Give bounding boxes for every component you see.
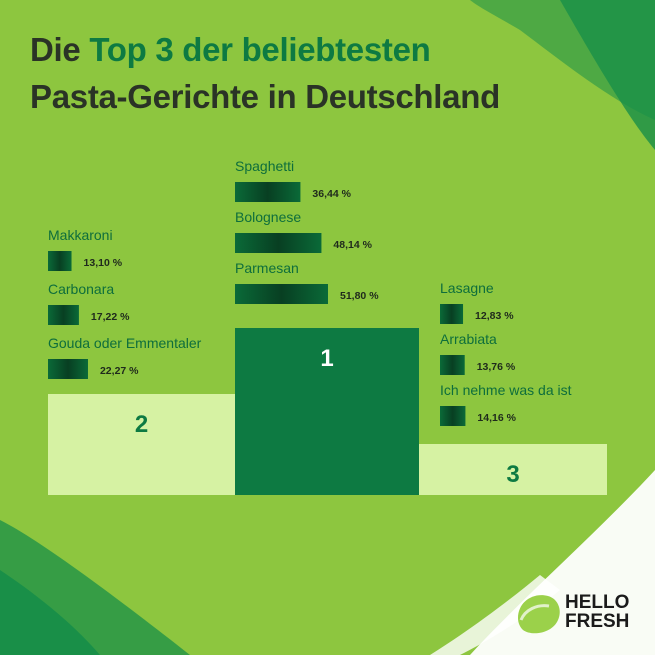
hellofresh-logo <box>518 595 560 634</box>
podium-rank-2: 2 <box>135 411 148 438</box>
item-label: Bolognese <box>235 209 301 225</box>
item-bar <box>235 233 322 253</box>
item-bar <box>48 251 72 271</box>
item-label: Gouda oder Emmentaler <box>48 335 202 351</box>
podium-block-3 <box>419 444 607 495</box>
item-value: 17,22 % <box>91 311 130 323</box>
item-bar <box>235 284 328 304</box>
item-value: 48,14 % <box>333 239 372 251</box>
item-bar <box>440 304 464 324</box>
item-bar <box>48 305 79 325</box>
item-value: 13,10 % <box>84 257 123 269</box>
podium-block-1 <box>235 328 419 495</box>
item-value: 51,80 % <box>340 290 379 302</box>
logo-line2: FRESH <box>565 611 630 632</box>
item-bar <box>440 355 465 375</box>
podium-rank-1: 1 <box>320 345 333 372</box>
item-label: Spaghetti <box>235 158 294 174</box>
item-label: Carbonara <box>48 281 114 297</box>
item-label: Lasagne <box>440 280 494 296</box>
item-value: 14,16 % <box>477 412 516 424</box>
item-label: Ich nehme was da ist <box>440 382 572 398</box>
logo-line1: HELLO <box>565 592 630 613</box>
item-value: 36,44 % <box>312 188 351 200</box>
title-part1: Die <box>30 31 90 68</box>
item-bar <box>440 406 466 426</box>
item-bar <box>235 182 301 202</box>
item-bar <box>48 359 88 379</box>
item-value: 22,27 % <box>100 365 139 377</box>
item-label: Parmesan <box>235 260 299 276</box>
item-label: Makkaroni <box>48 227 113 243</box>
chart-title: Die Top 3 der beliebtesten Pasta-Gericht… <box>30 26 500 120</box>
logo-text: HELLO FRESH <box>565 593 629 631</box>
podium-rank-3: 3 <box>506 461 519 488</box>
title-line2: Pasta-Gerichte in Deutschland <box>30 78 500 115</box>
item-value: 13,76 % <box>477 361 516 373</box>
title-highlight: Top 3 der beliebtesten <box>89 31 431 68</box>
item-label: Arrabiata <box>440 331 497 347</box>
podium-block-2 <box>48 394 235 495</box>
item-value: 12,83 % <box>475 310 514 322</box>
